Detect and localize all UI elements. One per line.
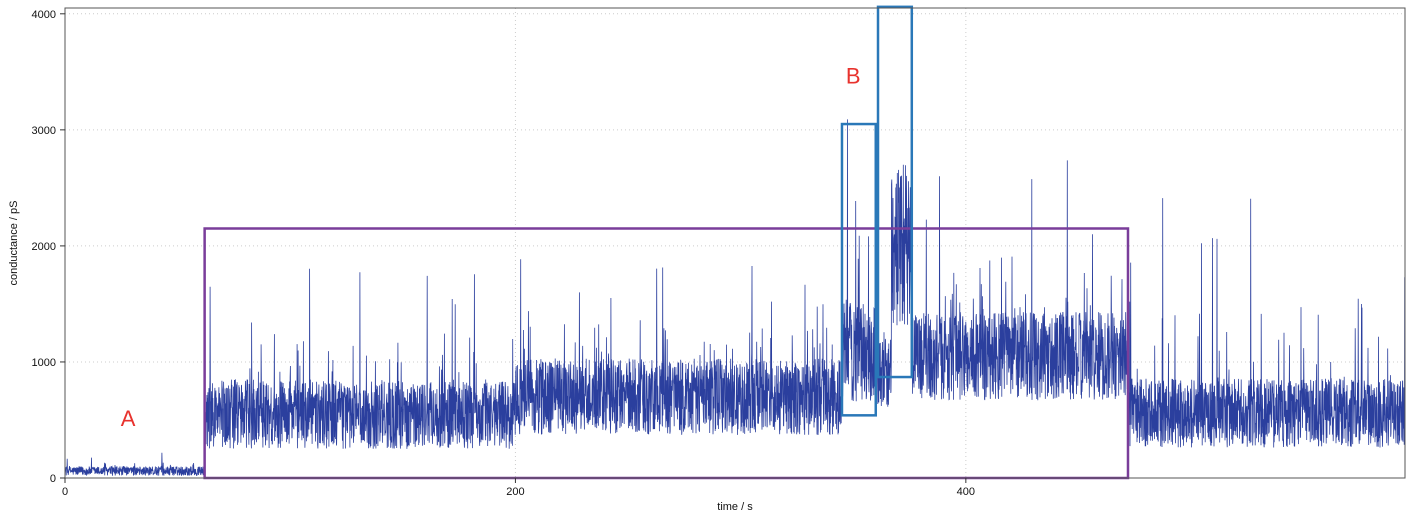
- annotation-layer: AB: [121, 63, 861, 430]
- x-axis-label: time / s: [717, 501, 753, 513]
- y-tick-label: 4000: [32, 9, 56, 21]
- y-tick-label: 2000: [32, 241, 56, 253]
- annotation-label-a: A: [121, 406, 136, 431]
- plot-frame: [64, 7, 1406, 479]
- y-axis-label: conductance / pS: [8, 200, 20, 285]
- y-tick-label: 3000: [32, 125, 56, 137]
- y-tick-label: 0: [50, 473, 56, 485]
- conductance-trace: [64, 119, 1406, 477]
- x-tick-label: 400: [957, 486, 975, 498]
- x-tick-label: 0: [62, 486, 68, 498]
- highlight-region: [876, 5, 914, 379]
- annotation-label-b: B: [846, 63, 861, 88]
- highlight-region: [840, 122, 878, 417]
- x-tick-label: 200: [506, 486, 524, 498]
- region-layer: [203, 5, 1130, 480]
- trace-layer: [64, 119, 1406, 477]
- y-tick-label: 1000: [32, 357, 56, 369]
